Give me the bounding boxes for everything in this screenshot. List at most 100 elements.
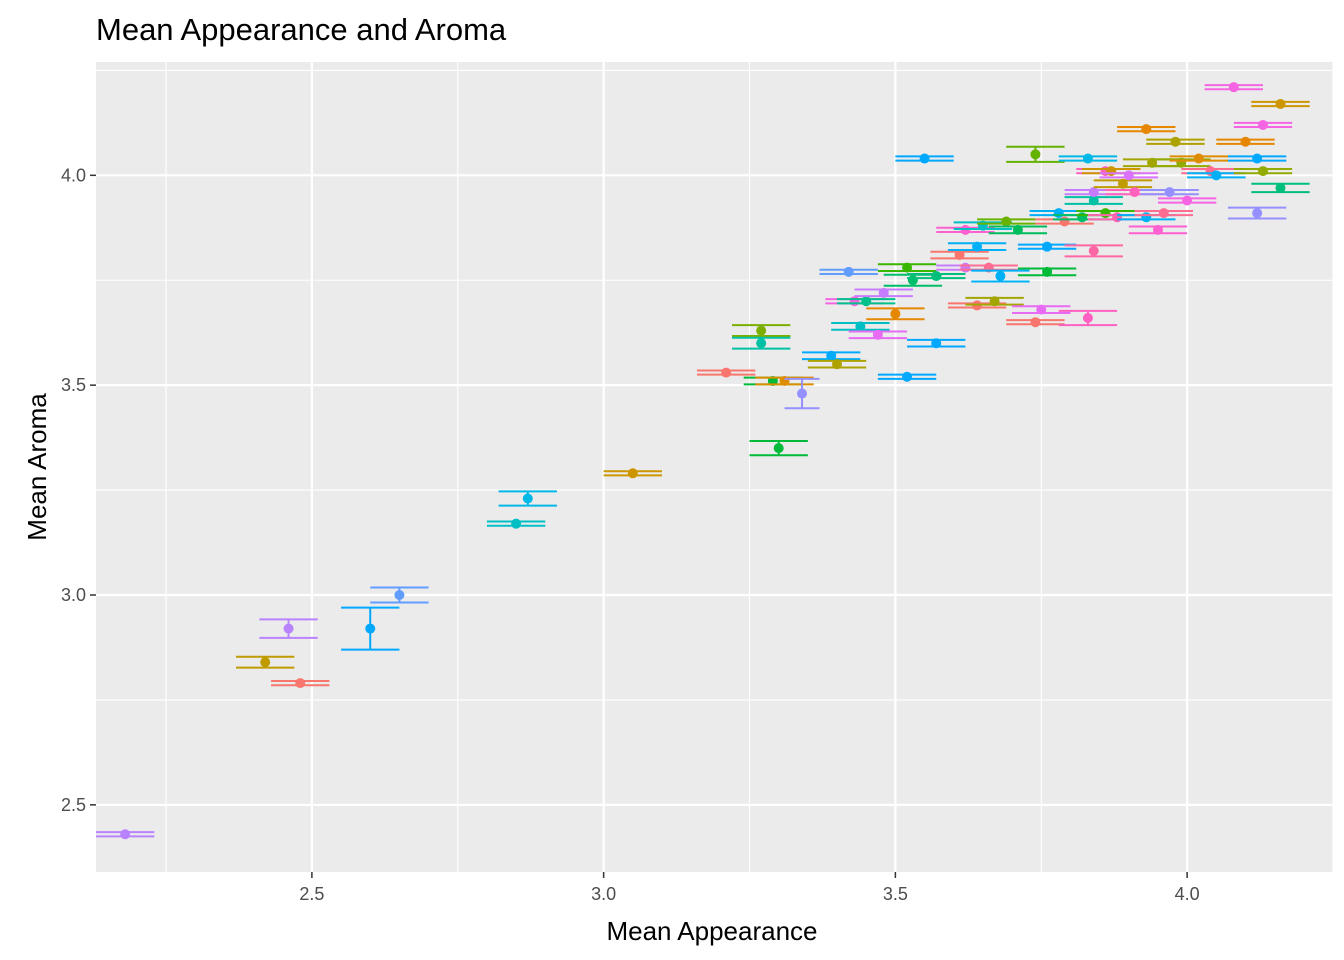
point-marker — [1036, 304, 1047, 315]
chart-title: Mean Appearance and Aroma — [96, 12, 507, 47]
point-marker — [1088, 187, 1099, 198]
data-point — [696, 367, 756, 378]
point-marker — [773, 443, 784, 454]
data-point — [807, 359, 867, 370]
data-point — [907, 271, 966, 282]
point-marker — [919, 153, 930, 164]
data-point — [971, 269, 1030, 283]
data-point — [1058, 309, 1118, 327]
point-marker — [1112, 212, 1123, 223]
point-marker — [878, 287, 889, 298]
data-point — [1146, 136, 1205, 147]
x-tick-label: 3.5 — [883, 884, 908, 904]
point-marker — [1059, 216, 1070, 227]
x-tick-label: 3.0 — [591, 884, 616, 904]
data-point — [1251, 182, 1310, 194]
data-point — [930, 250, 989, 261]
point-marker — [1193, 153, 1204, 164]
point-marker — [1257, 119, 1268, 130]
data-point — [755, 375, 814, 386]
data-point — [784, 377, 820, 410]
point-marker — [365, 623, 376, 634]
data-point — [877, 371, 937, 382]
point-marker — [797, 388, 808, 399]
data-point — [1117, 124, 1176, 135]
data-point — [749, 439, 808, 457]
point-marker — [1176, 157, 1187, 168]
data-point — [895, 153, 954, 164]
point-marker — [1211, 170, 1222, 181]
data-point — [732, 336, 791, 350]
data-point — [831, 321, 890, 332]
data-point — [259, 618, 318, 639]
point-marker — [1275, 182, 1286, 193]
data-point — [732, 324, 791, 338]
data-points — [96, 82, 1310, 840]
data-point — [341, 606, 400, 651]
point-marker — [1240, 136, 1251, 147]
point-marker — [1106, 166, 1117, 177]
point-marker — [1053, 208, 1064, 219]
x-axis-title: Mean Appearance — [606, 916, 817, 946]
point-marker — [1182, 195, 1193, 206]
point-marker — [995, 271, 1006, 282]
point-marker — [1042, 241, 1053, 252]
point-marker — [283, 623, 294, 634]
y-tick-label: 4.0 — [61, 165, 86, 185]
point-marker — [1123, 170, 1134, 181]
point-marker — [843, 266, 854, 277]
point-marker — [1164, 187, 1175, 198]
point-marker — [960, 262, 971, 273]
point-marker — [1042, 266, 1053, 277]
point-marker — [1141, 124, 1152, 135]
data-point — [236, 655, 295, 669]
point-marker — [826, 350, 837, 361]
y-axis-title: Mean Aroma — [22, 393, 52, 541]
data-point — [498, 490, 557, 507]
point-marker — [977, 220, 988, 231]
data-point — [1227, 153, 1287, 164]
data-point — [271, 678, 330, 689]
point-marker — [861, 296, 872, 307]
data-point — [1093, 178, 1153, 189]
point-marker — [511, 518, 522, 529]
x-axis: 2.5 3.0 3.5 4.0 — [299, 872, 1200, 904]
data-point — [877, 262, 937, 273]
point-marker — [1077, 212, 1088, 223]
point-marker — [902, 371, 913, 382]
point-marker — [295, 678, 306, 689]
point-marker — [989, 296, 1000, 307]
data-point — [848, 329, 908, 340]
major-gridlines — [96, 62, 1333, 872]
data-point — [965, 296, 1024, 307]
point-marker — [756, 325, 767, 336]
point-marker — [972, 241, 983, 252]
data-point — [486, 518, 546, 529]
data-point — [1140, 187, 1199, 198]
point-marker — [394, 590, 405, 601]
data-point — [1006, 317, 1065, 328]
data-point — [1157, 195, 1217, 206]
data-point — [1169, 153, 1228, 164]
data-point — [837, 296, 896, 307]
data-point — [907, 338, 966, 349]
point-marker — [1257, 166, 1268, 177]
y-tick-label: 3.0 — [61, 585, 86, 605]
point-marker — [260, 657, 271, 668]
point-marker — [1141, 212, 1152, 223]
data-point — [1017, 266, 1077, 277]
point-marker — [1030, 317, 1041, 328]
point-marker — [954, 250, 965, 261]
point-marker — [1082, 313, 1093, 324]
y-axis: 2.5 3.0 3.5 4.0 — [61, 165, 96, 815]
data-point — [802, 350, 861, 361]
data-point — [1251, 98, 1310, 109]
data-point — [603, 468, 662, 479]
x-tick-label: 2.5 — [299, 884, 324, 904]
point-marker — [855, 321, 866, 332]
data-point — [1233, 119, 1293, 130]
point-marker — [1158, 208, 1169, 219]
point-marker — [1088, 245, 1099, 256]
point-marker — [931, 271, 942, 282]
